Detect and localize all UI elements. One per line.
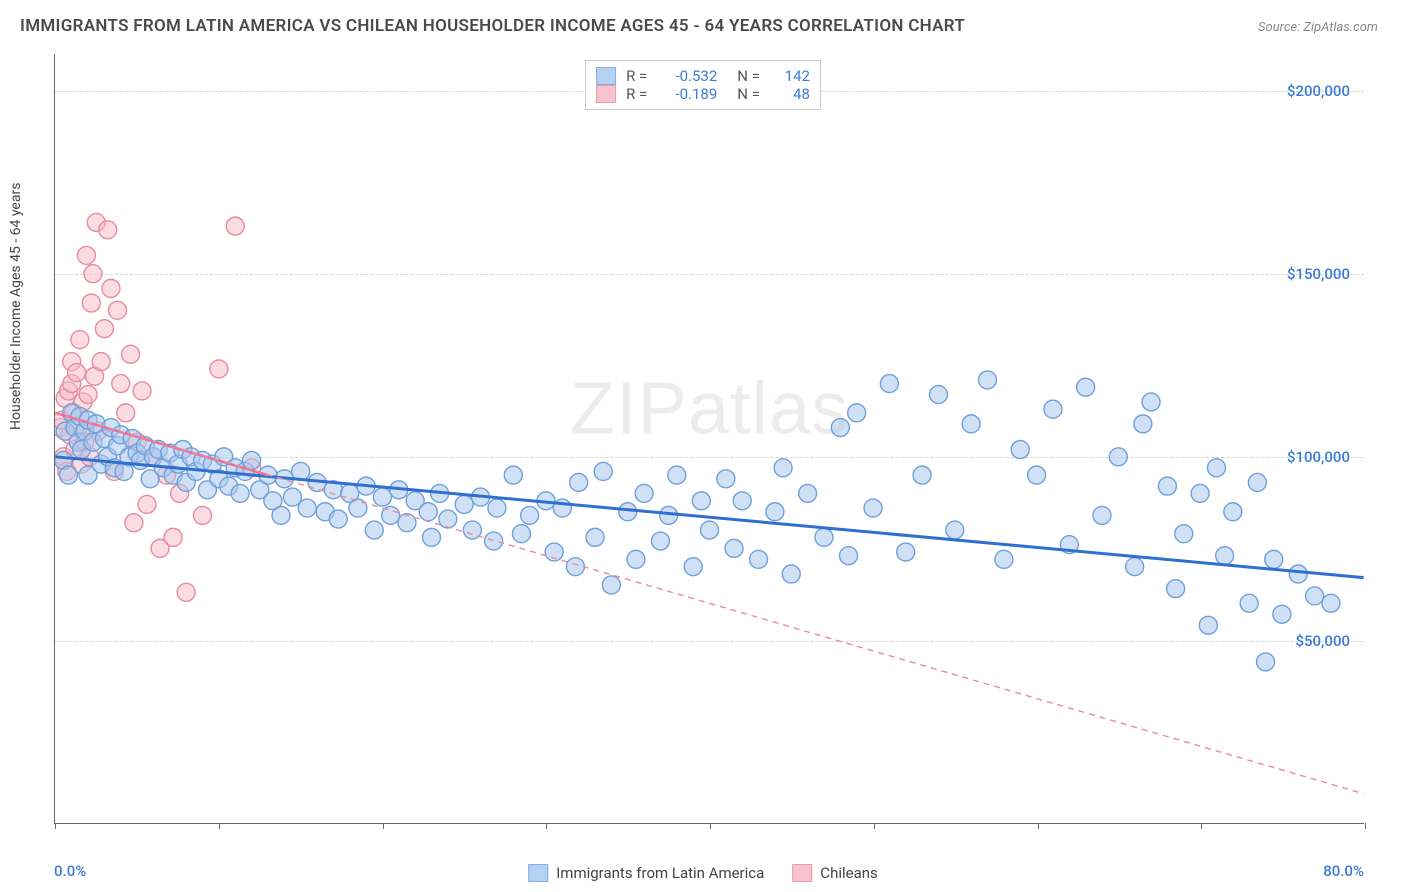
legend-swatch-icon [596, 85, 616, 103]
y-axis-label: Householder Income Ages 45 - 64 years [8, 183, 24, 430]
r-value: -0.532 [657, 67, 717, 85]
n-value: 48 [770, 85, 810, 103]
legend-item-chilean: Chileans [792, 864, 877, 882]
r-value: -0.189 [657, 85, 717, 103]
x-axis-min-label: 0.0% [54, 862, 86, 880]
correlation-legend: R = -0.532 N = 142 R = -0.189 N = 48 [585, 60, 821, 110]
r-label: R = [626, 85, 647, 103]
legend-swatch-icon [792, 864, 812, 882]
legend-row-latin: R = -0.532 N = 142 [596, 67, 810, 85]
legend-item-latin: Immigrants from Latin America [528, 864, 764, 882]
legend-swatch-icon [596, 67, 616, 85]
scatter-chart [55, 54, 1364, 823]
r-label: R = [626, 67, 647, 85]
x-axis-max-label: 80.0% [1323, 862, 1364, 880]
legend-swatch-icon [528, 864, 548, 882]
legend-label: Chileans [820, 864, 877, 882]
series-legend: Immigrants from Latin America Chileans [528, 864, 878, 882]
chart-title: IMMIGRANTS FROM LATIN AMERICA VS CHILEAN… [20, 16, 965, 36]
source-attribution: Source: ZipAtlas.com [1258, 20, 1378, 35]
n-label: N = [737, 85, 760, 103]
n-value: 142 [770, 67, 810, 85]
n-label: N = [737, 67, 760, 85]
legend-row-chilean: R = -0.189 N = 48 [596, 85, 810, 103]
legend-label: Immigrants from Latin America [556, 864, 764, 882]
plot-area: ZIPatlas $50,000$100,000$150,000$200,000 [54, 54, 1364, 824]
